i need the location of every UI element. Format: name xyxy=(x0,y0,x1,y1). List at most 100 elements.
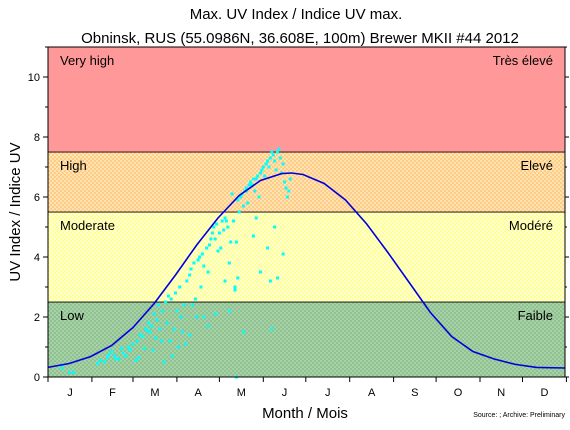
data-point xyxy=(219,246,223,250)
data-point xyxy=(207,243,211,247)
data-point xyxy=(261,165,265,169)
data-point xyxy=(113,354,117,358)
data-point xyxy=(149,324,153,328)
data-point xyxy=(159,339,163,343)
data-point xyxy=(166,294,170,298)
data-point xyxy=(189,267,193,271)
data-point xyxy=(239,195,243,199)
data-point xyxy=(107,353,111,356)
x-tick-label: J xyxy=(67,387,73,399)
data-point xyxy=(253,189,257,193)
x-tick-label: F xyxy=(109,387,116,399)
risk-bands xyxy=(47,46,566,378)
data-point xyxy=(96,362,100,365)
data-point xyxy=(128,348,132,352)
data-point xyxy=(179,315,183,319)
data-point xyxy=(266,246,270,250)
data-point xyxy=(110,350,114,353)
y-tick-label: 0 xyxy=(34,372,40,384)
plot-frame xyxy=(47,46,566,378)
chart-subtitle: Obninsk, RUS (55.0986N, 36.608E, 100m) B… xyxy=(81,30,519,47)
x-tick-label: M xyxy=(237,387,246,399)
data-point xyxy=(283,180,287,184)
band-high xyxy=(47,151,566,213)
data-point xyxy=(206,324,210,328)
band-label-right: Modéré xyxy=(509,218,553,233)
data-point xyxy=(275,276,279,280)
band-moderate xyxy=(47,211,566,303)
data-point xyxy=(103,360,107,364)
data-point xyxy=(278,156,282,160)
data-point xyxy=(199,285,203,289)
data-point xyxy=(176,345,180,349)
band-very-high xyxy=(47,46,566,153)
data-point xyxy=(263,174,267,178)
data-point xyxy=(175,309,179,313)
data-point xyxy=(256,174,260,178)
band-label-right: Faible xyxy=(518,308,553,323)
data-point xyxy=(206,270,210,274)
x-tick-label: J xyxy=(325,387,331,399)
data-point xyxy=(224,219,228,223)
data-point xyxy=(196,258,200,262)
data-point xyxy=(258,270,262,274)
data-point xyxy=(226,225,230,229)
data-point xyxy=(168,339,172,343)
data-point xyxy=(182,303,186,307)
band-label-right: Elevé xyxy=(520,158,553,173)
data-point xyxy=(190,303,194,307)
band-low xyxy=(47,301,566,378)
data-point xyxy=(213,312,217,316)
data-point xyxy=(264,162,268,166)
data-point xyxy=(127,345,131,349)
clear-sky-line xyxy=(47,172,566,369)
data-point xyxy=(200,252,204,256)
data-point xyxy=(273,225,277,229)
x-tick-label: J xyxy=(282,387,288,399)
data-point xyxy=(220,219,224,223)
data-point xyxy=(171,354,175,358)
x-tick-label: N xyxy=(497,387,505,399)
data-point xyxy=(266,159,270,163)
data-point xyxy=(254,177,258,181)
data-point xyxy=(268,156,272,160)
data-point xyxy=(165,321,169,325)
band-label-left: High xyxy=(60,158,87,173)
data-point xyxy=(151,348,155,352)
x-tick-label: M xyxy=(150,387,159,399)
data-point xyxy=(223,216,227,220)
source-note: Source: ; Archive: Preliminary xyxy=(473,412,565,419)
data-point xyxy=(230,192,234,196)
data-point xyxy=(254,216,258,220)
band-label-left: Very high xyxy=(60,53,114,68)
data-point xyxy=(236,198,240,202)
x-tick-label: S xyxy=(411,387,418,399)
data-point xyxy=(287,189,291,193)
data-point xyxy=(268,279,272,283)
data-point xyxy=(257,195,261,199)
data-point xyxy=(185,279,189,283)
data-point xyxy=(229,240,233,244)
data-point xyxy=(98,359,102,362)
data-point xyxy=(232,219,236,223)
data-point xyxy=(169,297,173,301)
data-point xyxy=(217,231,221,235)
data-point xyxy=(202,264,206,268)
data-point xyxy=(71,371,75,374)
axes: 0 2 4 6 8 10 J F M A M J J A S O N D xyxy=(28,46,569,399)
data-point xyxy=(236,276,240,280)
data-point xyxy=(67,371,71,374)
data-point xyxy=(210,231,214,235)
data-point xyxy=(183,342,187,346)
data-point xyxy=(227,309,231,313)
y-axis-label: UV Index / Indice UV xyxy=(7,142,24,281)
data-point xyxy=(244,186,248,190)
data-point xyxy=(251,177,255,181)
data-point xyxy=(202,315,206,319)
y-tick-label: 8 xyxy=(34,132,40,144)
data-point xyxy=(233,285,237,289)
data-point xyxy=(172,327,176,331)
y-tick-label: 4 xyxy=(34,252,40,264)
data-point xyxy=(209,237,213,241)
data-point xyxy=(164,300,168,304)
